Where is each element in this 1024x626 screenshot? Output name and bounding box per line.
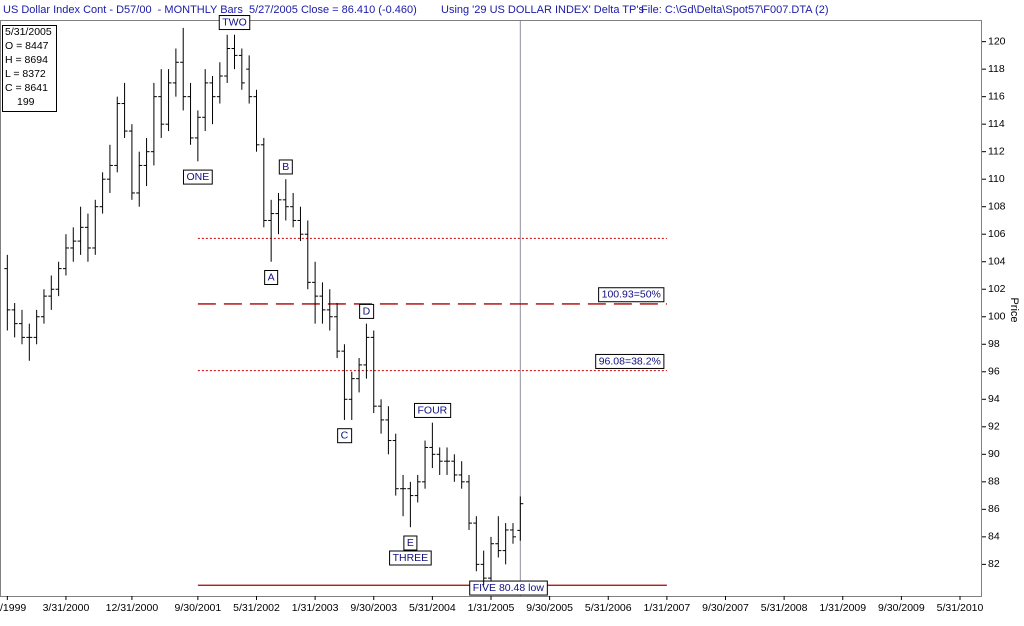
wave-label-box: [182, 169, 213, 185]
info-line: 5/31/2005: [5, 26, 52, 38]
wave-label-box: [264, 270, 279, 286]
y-tick-label: 116: [988, 90, 1005, 102]
y-tick-label: 84: [988, 531, 1000, 543]
x-tick-label: 9/30/2001: [175, 602, 222, 614]
x-tick-label: 1/31/2003: [292, 602, 339, 614]
wave-label: B: [282, 161, 289, 173]
info-line: L = 8372: [5, 68, 46, 80]
wave-label-box: [389, 550, 432, 566]
level-label-box: [598, 287, 665, 303]
y-tick-label: 92: [988, 421, 1000, 433]
x-tick-label: 12/31/2000: [106, 602, 159, 614]
wave-label: C: [341, 430, 349, 442]
x-tick-label: 5/31/2006: [585, 602, 632, 614]
x-tick-label: 5/31/2002: [233, 602, 280, 614]
y-tick-label: 90: [988, 448, 1000, 460]
y-tick-label: 108: [988, 200, 1006, 212]
y-axis-label: Price: [1008, 297, 1020, 322]
level-label-box: [469, 580, 548, 596]
wave-label: ONE: [186, 171, 209, 183]
y-tick-label: 104: [988, 256, 1006, 268]
level-label-box: [595, 353, 665, 369]
wave-label-box: [337, 428, 353, 444]
x-tick-label: 9/30/2003: [350, 602, 397, 614]
x-tick-label: /1999: [0, 602, 26, 614]
info-line: 199: [17, 96, 35, 108]
info-box: [2, 25, 57, 112]
y-tick-label: 120: [988, 35, 1006, 47]
header-title: US Dollar Index Cont - D57/00 - MONTHLY …: [3, 4, 417, 16]
x-tick-label: 5/31/2008: [761, 602, 808, 614]
wave-label: FOUR: [417, 404, 447, 416]
x-tick-label: 1/31/2007: [644, 602, 691, 614]
level-label: 100.93=50%: [602, 289, 661, 301]
x-tick-label: 5/31/2004: [409, 602, 456, 614]
wave-label-box: [359, 303, 375, 319]
y-tick-label: 86: [988, 503, 1000, 515]
header-method: Using '29 US DOLLAR INDEX' Delta TP's: [441, 4, 644, 16]
y-tick-label: 118: [988, 63, 1005, 75]
header-file: File: C:\Gd\Delta\Spot57\F007.DTA (2): [641, 4, 828, 16]
info-line: C = 8641: [5, 82, 48, 94]
y-tick-label: 112: [988, 145, 1005, 157]
wave-label: E: [407, 537, 414, 549]
y-tick-label: 106: [988, 228, 1006, 240]
wave-label: TWO: [222, 17, 247, 29]
y-tick-label: 114: [988, 118, 1005, 130]
wave-label: A: [268, 272, 275, 284]
wave-label-box: [218, 15, 251, 31]
wave-label-box: [278, 159, 293, 175]
level-label: 96.08=38.2%: [599, 355, 661, 367]
x-tick-label: 1/31/2009: [819, 602, 866, 614]
level-label: FIVE 80.48 low: [473, 582, 545, 594]
info-line: H = 8694: [5, 54, 48, 66]
x-tick-label: 5/31/2010: [937, 602, 984, 614]
wave-label: THREE: [393, 552, 429, 564]
x-tick-label: 9/30/2009: [878, 602, 925, 614]
x-tick-label: 9/30/2005: [526, 602, 573, 614]
y-tick-label: 88: [988, 476, 1000, 488]
y-tick-label: 98: [988, 338, 1000, 350]
wave-label-box: [413, 402, 452, 418]
y-tick-label: 102: [988, 283, 1006, 295]
y-tick-label: 94: [988, 393, 1000, 405]
x-tick-label: 9/30/2007: [702, 602, 749, 614]
y-tick-label: 96: [988, 366, 1000, 378]
y-tick-label: 100: [988, 311, 1006, 323]
x-tick-label: 3/31/2000: [43, 602, 90, 614]
info-line: O = 8447: [5, 40, 49, 52]
y-tick-label: 82: [988, 558, 1000, 570]
y-tick-label: 110: [988, 173, 1005, 185]
x-tick-label: 1/31/2005: [468, 602, 515, 614]
wave-label-box: [403, 535, 418, 551]
wave-label: D: [363, 305, 371, 317]
